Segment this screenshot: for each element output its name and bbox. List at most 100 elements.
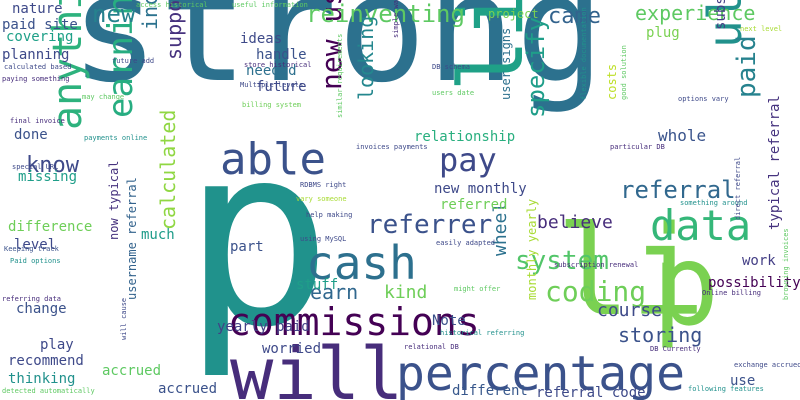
word: part: [230, 239, 264, 255]
word: looking: [354, 15, 378, 100]
word: special URL: [12, 163, 59, 171]
word: nature: [12, 1, 63, 17]
word: li: [556, 200, 706, 344]
word: pay: [439, 141, 497, 179]
word: easily adapted: [436, 239, 496, 247]
word: difference: [8, 219, 93, 235]
word: invoices payments: [356, 143, 428, 151]
word: Note: [432, 313, 466, 329]
word: know: [26, 153, 79, 178]
word: covering: [6, 29, 74, 45]
word: referring data: [2, 295, 62, 303]
word: missing: [18, 169, 78, 185]
word: storing: [618, 323, 703, 347]
word: accrued: [102, 363, 162, 379]
word: paid: [732, 35, 762, 98]
word: use: [730, 373, 756, 389]
word: something around: [680, 199, 748, 207]
word: store historical: [244, 61, 312, 69]
word: stuff: [296, 277, 339, 293]
word: useful information: [232, 1, 308, 9]
word: percentage: [396, 346, 685, 400]
word: relational DB: [404, 343, 459, 351]
word: plug: [646, 25, 680, 41]
word: coding: [545, 275, 647, 308]
word: payments online: [84, 134, 148, 142]
word: support: [162, 0, 186, 60]
word: user signs: [499, 27, 513, 100]
word: might offer: [454, 285, 501, 293]
word: DB Currently: [650, 345, 701, 353]
word: calculated: [156, 109, 180, 230]
word: accrued: [158, 381, 218, 397]
word: help making: [306, 211, 353, 219]
word: typical referral: [767, 95, 783, 230]
word: following features: [688, 385, 764, 393]
word: worried: [262, 341, 322, 357]
word: subscription renewal: [554, 261, 639, 269]
word: system: [515, 246, 609, 276]
word: referrer: [367, 210, 493, 240]
word: vary someone: [296, 195, 347, 203]
word: whole: [658, 126, 707, 145]
word: paid site: [2, 17, 78, 33]
word: similar requirements: [336, 33, 344, 118]
word: p: [182, 91, 333, 382]
word: yearly paid: [217, 319, 310, 335]
word: handle: [256, 47, 307, 63]
word: cash: [306, 236, 417, 290]
word: costs: [605, 63, 619, 100]
word: new monthly: [434, 181, 527, 197]
word: users date: [432, 89, 475, 97]
word: data: [650, 201, 752, 250]
word: p: [652, 221, 720, 351]
word: billing system: [242, 101, 302, 109]
word: different: [452, 383, 528, 399]
word: relationship: [414, 129, 516, 145]
word: experience: [635, 1, 756, 25]
word: change: [16, 301, 67, 317]
word: course: [597, 300, 663, 321]
word: exchange accrued: [734, 361, 800, 369]
word: next level: [740, 25, 783, 33]
word: username referral: [125, 177, 139, 300]
word: done: [14, 127, 48, 143]
word: calculated based: [4, 63, 72, 71]
word: paying something: [2, 75, 70, 83]
word: subscription: [713, 0, 729, 30]
word: earn: [310, 280, 359, 304]
word: direct referral: [734, 156, 742, 220]
word: strong: [70, 0, 605, 115]
word: came: [548, 4, 601, 29]
word: now typical: [107, 160, 121, 240]
word: Multiple levels: [240, 81, 304, 89]
word: DB schema: [432, 63, 470, 71]
word: needed: [246, 63, 297, 79]
word: detected automatically: [2, 387, 95, 395]
word: work: [742, 253, 776, 269]
word: Keeping track: [4, 245, 59, 253]
word: referral code: [536, 385, 646, 400]
word: possibility: [708, 275, 800, 291]
word: reinventing: [306, 0, 465, 28]
word: will: [230, 332, 404, 400]
word: believe: [537, 212, 613, 233]
word: flexible documentation: [580, 7, 588, 100]
word: simple way: [392, 0, 400, 38]
word: recommend: [8, 353, 84, 369]
word: new: [92, 0, 136, 28]
word: future add: [112, 57, 155, 65]
word: kind: [384, 282, 428, 303]
word: monthly yearly: [525, 198, 539, 300]
word: referral: [620, 176, 736, 204]
word: planning: [2, 47, 70, 63]
word: Paid options: [10, 257, 61, 265]
word: particular DB: [610, 143, 665, 151]
word: play: [40, 337, 74, 353]
word: much: [141, 227, 175, 243]
word: may change: [82, 93, 125, 101]
word: level: [14, 237, 57, 253]
word: ideas: [240, 31, 283, 47]
word: browsing invoices: [782, 228, 790, 300]
